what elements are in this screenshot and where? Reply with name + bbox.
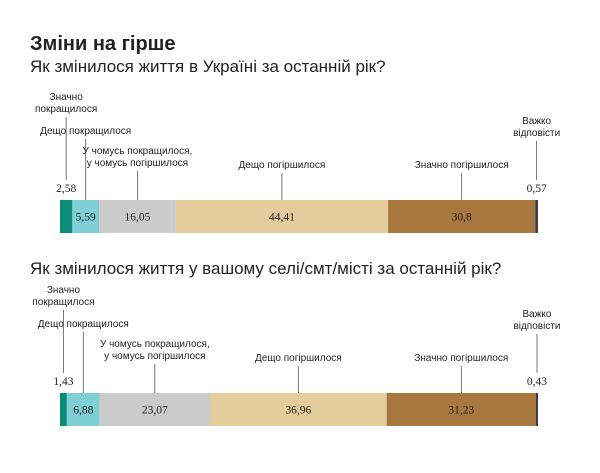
bar-segment	[72, 200, 100, 233]
segment-name-line: Дещо покращилося	[38, 319, 129, 330]
bar-segment	[388, 200, 536, 233]
segment-name: Дещо покращилося	[38, 319, 129, 330]
segment-name-line: Дещо покращилося	[40, 126, 131, 137]
segment-name: Дещо погіршилося	[255, 353, 342, 364]
bar-segment	[535, 393, 538, 426]
segment-name-line: Дещо погіршилося	[255, 353, 342, 364]
chart-subtitle: Як змінилося життя у вашому селі/смт/міс…	[30, 259, 501, 278]
value-label: 36,96	[285, 405, 311, 417]
chart-subtitle: Як змінилося життя в Україні за останній…	[30, 57, 386, 76]
segment-name: Значно покращилося	[32, 285, 94, 308]
segment-name-line: У чомусь покращилося,	[83, 146, 193, 157]
value-label: 44,41	[269, 212, 295, 224]
segment-name-line: відповісти	[513, 321, 560, 332]
segment-name-line: Важко	[522, 309, 551, 320]
segment-name: Важко відповісти	[513, 309, 560, 332]
segment-name: Дещо погіршилося	[239, 160, 326, 171]
segment-name-line: у чомусь погіршилося	[87, 158, 188, 169]
segment-name-line: Значно	[47, 285, 81, 296]
value-label: 1,43	[53, 376, 73, 388]
value-label: 0,57	[527, 183, 547, 195]
segment-name: Значно покращилося	[35, 92, 97, 115]
bar-segment	[60, 200, 73, 233]
segment-name-line: покращилося	[32, 297, 94, 308]
segment-name-line: У чомусь покращилося,	[100, 339, 210, 350]
segment-name: Важко відповісти	[513, 116, 560, 139]
bar-segment	[60, 393, 67, 426]
segment-name-line: Дещо погіршилося	[239, 160, 326, 171]
bar-segment	[386, 393, 536, 426]
bar-segment	[535, 200, 538, 233]
segment-name: У чомусь покращилося, у чомусь погіршилос…	[100, 339, 210, 362]
segment-name-line: Значно погіршилося	[415, 160, 509, 171]
segment-name-line: відповісти	[513, 128, 560, 139]
segment-name: Дещо покращилося	[40, 126, 131, 137]
value-label: 5,59	[76, 212, 96, 224]
value-label: 30,8	[452, 212, 472, 224]
segment-name-line: Важко	[522, 116, 551, 127]
bar-segment	[209, 393, 387, 426]
segment-name: Значно погіршилося	[414, 353, 508, 364]
value-label: 16,05	[124, 212, 150, 224]
segment-name-line: у чомусь погіршилося	[104, 351, 205, 362]
value-label: 2,58	[56, 183, 76, 195]
value-label: 23,07	[142, 405, 168, 417]
value-label: 6,88	[73, 405, 93, 417]
bar-segment	[66, 393, 100, 426]
segment-name: Значно погіршилося	[415, 160, 509, 171]
segment-name: У чомусь покращилося, у чомусь погіршилос…	[83, 146, 193, 169]
bar-segment	[175, 200, 389, 233]
page-title: Зміни на гірше	[30, 33, 175, 55]
segment-name-line: покращилося	[35, 104, 97, 115]
bar-segment	[99, 393, 210, 426]
bar-segment	[99, 200, 176, 233]
value-label: 0,43	[527, 376, 547, 388]
value-label: 31,23	[448, 405, 474, 417]
segment-name-line: Значно	[50, 92, 84, 103]
segment-name-line: Значно погіршилося	[414, 353, 508, 364]
